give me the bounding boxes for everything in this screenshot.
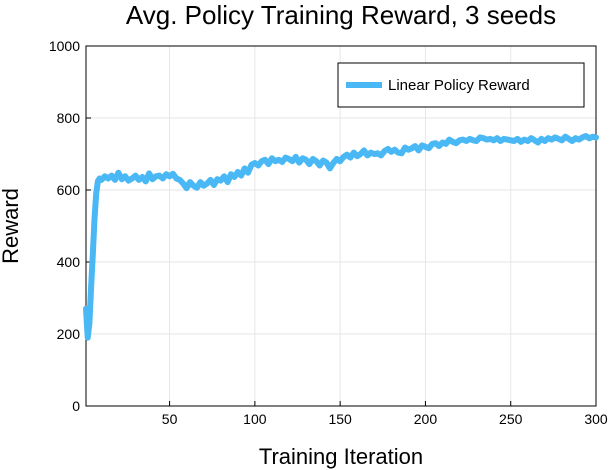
series-line-linear-policy-reward: [83, 133, 599, 341]
x-tick-label: 200: [414, 411, 438, 427]
y-axis-label: Reward: [0, 188, 23, 264]
x-tick-label: 50: [162, 411, 178, 427]
x-tick-label: 100: [243, 411, 267, 427]
y-tick-label: 400: [57, 254, 81, 270]
legend: Linear Policy Reward: [337, 62, 585, 108]
y-tick-label: 1000: [49, 38, 80, 54]
y-tick-label: 600: [57, 182, 81, 198]
chart-title: Avg. Policy Training Reward, 3 seeds: [126, 0, 556, 30]
legend-label: Linear Policy Reward: [388, 77, 530, 94]
y-axis-ticks: 0 200 400 600 800 1000: [49, 38, 91, 414]
x-axis-ticks: 50 100 150 200 250 300: [162, 401, 608, 427]
y-tick-label: 0: [72, 398, 80, 414]
x-tick-label: 250: [499, 411, 523, 427]
x-tick-label: 150: [328, 411, 352, 427]
x-axis-label: Training Iteration: [259, 444, 423, 469]
y-tick-label: 200: [57, 326, 81, 342]
x-tick-label: 300: [584, 411, 608, 427]
plot-frame: [85, 45, 597, 407]
y-tick-label: 800: [57, 110, 81, 126]
